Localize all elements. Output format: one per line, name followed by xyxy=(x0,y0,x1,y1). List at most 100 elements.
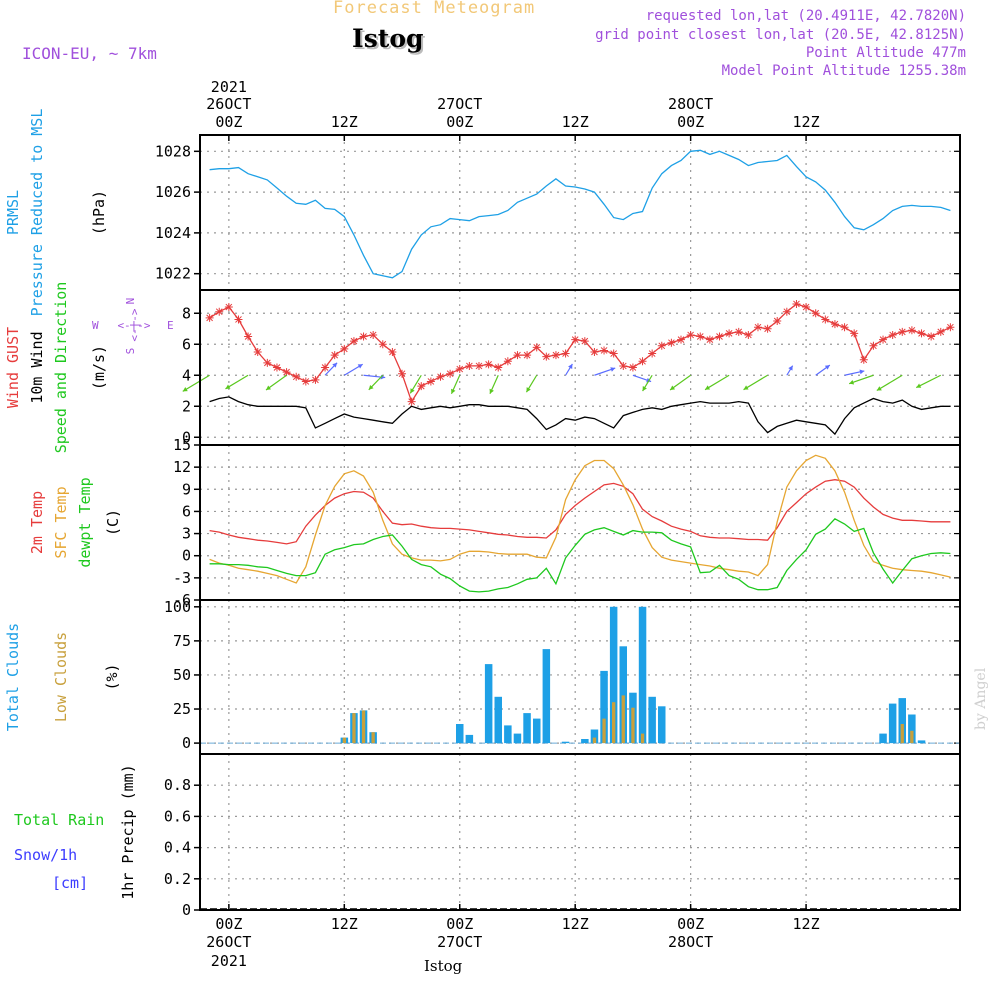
panel-ylabel: 2m Temp xyxy=(28,491,46,554)
top-time-label: 12Z xyxy=(331,113,358,131)
total-clouds-bar xyxy=(456,724,464,744)
y-tick-label: 0 xyxy=(182,901,191,919)
panel-ylabel: dewpt Temp xyxy=(76,477,94,567)
y-tick-label: 75 xyxy=(173,632,191,650)
total-clouds-bar xyxy=(638,606,647,744)
gust-point-marker xyxy=(734,327,743,336)
total-clouds-bar xyxy=(609,606,618,744)
low-clouds-bar xyxy=(910,730,914,744)
wind-arrow-head xyxy=(705,385,711,390)
top-date-label: 27OCT xyxy=(437,95,482,113)
wind-direction-arrow xyxy=(743,374,768,391)
gust-point-marker xyxy=(349,337,358,346)
bottom-time-label: 00Z xyxy=(215,915,242,933)
series-line-dewpt-temp xyxy=(209,517,951,593)
bottom-date-label: 27OCT xyxy=(437,933,482,951)
low-clouds-bar xyxy=(631,707,635,744)
wind-arrow-head xyxy=(642,386,647,392)
grid-point-coords: grid point closest lon,lat (20.5E, 42.81… xyxy=(595,27,966,43)
low-clouds-bar xyxy=(612,702,616,744)
bottom-time-label: 12Z xyxy=(562,915,589,933)
wind-arrow-head xyxy=(332,362,338,368)
top-time-label: 00Z xyxy=(677,113,704,131)
total-clouds-bar xyxy=(513,733,522,744)
bottom-time-label: 12Z xyxy=(331,915,358,933)
gust-point-marker xyxy=(946,323,955,332)
panel-frame xyxy=(199,134,961,291)
panel-ylabel: Wind GUST xyxy=(4,327,22,408)
wind-arrow-head xyxy=(610,367,616,372)
gust-point-marker xyxy=(330,351,339,360)
compass-we-arrows: <-|-> xyxy=(117,319,150,332)
gust-point-marker xyxy=(657,341,666,350)
top-time-label: 12Z xyxy=(793,113,820,131)
gust-point-marker xyxy=(436,372,445,381)
wind-direction-arrow xyxy=(225,374,249,390)
low-clouds-bar xyxy=(640,733,645,744)
total-clouds-bar xyxy=(898,698,906,744)
gust-point-marker xyxy=(474,361,483,370)
y-tick-label: 25 xyxy=(173,700,191,718)
gust-point-marker xyxy=(215,307,224,316)
gust-point-marker xyxy=(830,320,839,329)
wind-arrow-head xyxy=(266,385,271,390)
panel-frame xyxy=(199,444,961,601)
gust-point-marker xyxy=(234,315,243,324)
gust-point-marker xyxy=(282,368,291,377)
gust-point-marker xyxy=(927,332,936,341)
y-tick-label: 4 xyxy=(182,366,191,384)
gust-point-marker xyxy=(224,303,233,312)
y-tick-label: 0.2 xyxy=(164,870,191,888)
panel-unit: (m/s) xyxy=(90,345,108,390)
wind-direction-arrow xyxy=(182,374,210,392)
top-date-label: 26OCT xyxy=(206,95,251,113)
total-clouds-bar xyxy=(619,646,627,744)
total-clouds-bar xyxy=(533,718,541,744)
gust-point-marker xyxy=(551,351,560,360)
bottom-time-label: 00Z xyxy=(446,915,473,933)
y-tick-label: 12 xyxy=(173,458,191,476)
gust-point-marker xyxy=(321,363,330,372)
gust-point-marker xyxy=(773,317,782,325)
total-clouds-bar xyxy=(561,741,570,744)
gust-point-marker xyxy=(619,361,628,370)
footer-location: Istog xyxy=(424,957,463,975)
gust-point-marker xyxy=(523,351,532,360)
wind-arrow-head xyxy=(182,387,188,392)
gust-point-marker xyxy=(292,372,301,381)
y-tick-label: 15 xyxy=(173,436,191,454)
y-tick-label: 0.8 xyxy=(164,776,191,794)
y-tick-label: 100 xyxy=(164,598,191,616)
total-clouds-bar xyxy=(581,739,589,744)
total-clouds-bar xyxy=(600,670,608,744)
gust-point-marker xyxy=(715,332,724,341)
gust-point-marker xyxy=(340,344,349,353)
panel-unit: (hPa) xyxy=(90,190,108,235)
total-clouds-bar xyxy=(465,734,474,744)
wind-arrow-head xyxy=(824,365,830,370)
panel-ylabel: Total Clouds xyxy=(4,623,22,731)
y-tick-label: 0 xyxy=(182,547,191,565)
gust-point-marker xyxy=(811,309,820,318)
gust-point-marker xyxy=(561,349,570,358)
panel-ylabel: 1hr Precip (mm) xyxy=(119,764,137,899)
gust-point-marker xyxy=(888,330,897,339)
snow-label: Snow/1h xyxy=(14,846,77,864)
gust-point-marker xyxy=(311,375,320,384)
gust-point-marker xyxy=(667,338,676,347)
gust-point-marker xyxy=(744,330,753,339)
low-clouds-bar xyxy=(592,737,597,744)
gust-point-marker xyxy=(686,330,695,339)
gust-point-marker xyxy=(600,346,609,355)
gust-point-marker xyxy=(503,357,512,366)
y-tick-label: 1024 xyxy=(155,224,191,242)
pressure-panel: 1022 1024 1026 1028 xyxy=(155,134,961,291)
total-clouds-bar xyxy=(484,664,493,744)
top-date-label: 28OCT xyxy=(668,95,713,113)
top-time-label: 00Z xyxy=(215,113,242,131)
y-tick-label: 3 xyxy=(182,525,191,543)
bottom-time-label: 00Z xyxy=(677,915,704,933)
bottom-date-label: 26OCT xyxy=(206,933,251,951)
gust-point-marker xyxy=(571,335,580,344)
